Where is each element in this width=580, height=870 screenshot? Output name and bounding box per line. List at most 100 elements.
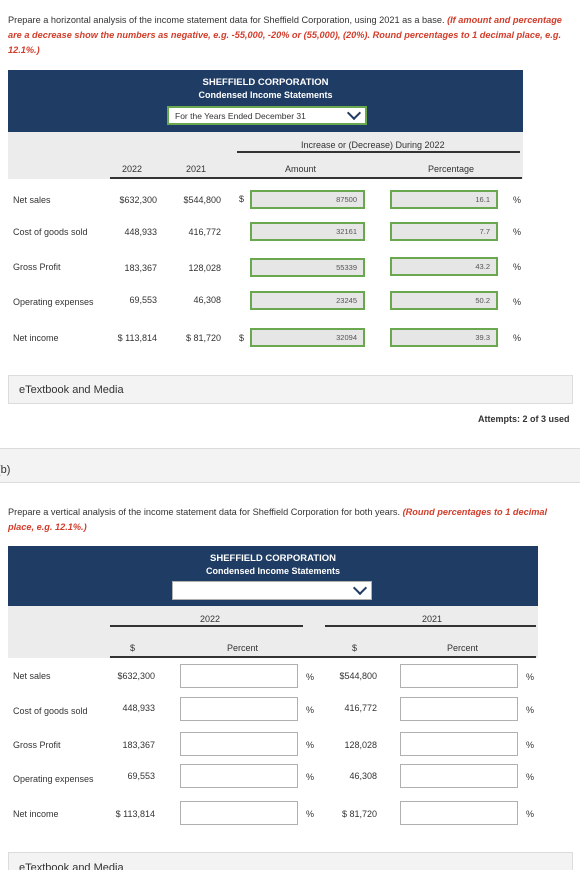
percent-sign: %	[526, 740, 535, 750]
col-2022-header: 2022	[122, 164, 143, 174]
percent-sign: %	[526, 772, 535, 782]
part-a-instructions: Prepare a horizontal analysis of the inc…	[8, 13, 568, 58]
percent-sign: %	[513, 262, 522, 272]
instruction-text: Prepare a vertical analysis of the incom…	[8, 507, 403, 517]
percentage-header: Percentage	[428, 164, 475, 174]
percent-2022-input[interactable]	[180, 801, 298, 825]
percentage-field[interactable]: 50.2	[390, 291, 498, 310]
value-2022: 69,553	[127, 771, 155, 781]
part-b-band	[0, 448, 580, 483]
company-title: SHEFFIELD CORPORATION	[202, 77, 329, 88]
col-2021-rule	[325, 625, 536, 627]
percent-2021-input[interactable]	[400, 801, 518, 825]
row-label: Cost of goods sold	[13, 227, 88, 237]
col-2022-rule	[110, 625, 303, 627]
percent-sign: %	[306, 809, 315, 819]
percent-2022-input[interactable]	[180, 664, 298, 688]
instruction-text: Prepare a horizontal analysis of the inc…	[8, 15, 448, 25]
percent-sign: %	[526, 672, 535, 682]
col-2021-header: 2021	[422, 614, 443, 624]
chevron-down-icon	[352, 580, 368, 596]
value-2022: 183,367	[124, 263, 157, 273]
percent-2021-input[interactable]	[400, 764, 518, 788]
percentage-field[interactable]: 39.3	[390, 328, 498, 347]
statement-banner: SHEFFIELD CORPORATION Condensed Income S…	[8, 70, 523, 132]
percent-2021-input[interactable]	[400, 732, 518, 756]
change-header: Increase or (Decrease) During 2022	[301, 140, 445, 150]
amount-field[interactable]: 87500	[250, 190, 365, 209]
dollar-sign: $	[239, 194, 245, 204]
value-2021: 416,772	[344, 703, 377, 713]
row-label: Net income	[13, 809, 59, 819]
percent-sign: %	[513, 195, 522, 205]
percent-2021-input[interactable]	[400, 697, 518, 721]
instruction-red-text: (If amount and percentage are a decrease…	[8, 15, 562, 55]
percent-sign: %	[513, 227, 522, 237]
col-2022-header: 2022	[200, 614, 221, 624]
value-2022: $632,300	[119, 195, 157, 205]
instruction-red-text: (Round percentages to 1 decimal place, e…	[8, 507, 548, 532]
period-select[interactable]	[172, 580, 372, 600]
amount-field[interactable]: 23245	[250, 291, 365, 310]
value-2022: 448,933	[124, 227, 157, 237]
value-2021: 46,308	[349, 771, 377, 781]
percent-2022-input[interactable]	[180, 697, 298, 721]
period-select[interactable]: For the Years Ended December 31	[167, 105, 367, 125]
part-b-instructions: Prepare a vertical analysis of the incom…	[8, 505, 568, 535]
attempts-counter: Attempts: 2 of 3 used	[478, 414, 570, 424]
chevron-down-icon	[346, 105, 362, 121]
value-2022: 448,933	[122, 703, 155, 713]
col-2021-header: 2021	[186, 164, 207, 174]
amount-header: Amount	[285, 164, 317, 174]
value-2021: $ 81,720	[185, 333, 221, 343]
value-2021: 128,028	[188, 263, 221, 273]
row-label: Net income	[13, 333, 59, 343]
percent-2021-input[interactable]	[400, 664, 518, 688]
change-header-rule	[237, 151, 520, 153]
columns-rule	[110, 656, 536, 658]
percent-sign: %	[526, 809, 535, 819]
value-2021: $544,800	[183, 195, 221, 205]
amount-field[interactable]: 55339	[250, 258, 365, 277]
percent-sign: %	[306, 705, 315, 715]
row-label: Gross Profit	[13, 740, 61, 750]
amount-field[interactable]: 32161	[250, 222, 365, 241]
value-2022: $ 113,814	[117, 333, 157, 343]
part-b-label: (b)	[0, 464, 11, 476]
columns-rule	[110, 177, 522, 179]
company-title: SHEFFIELD CORPORATION	[210, 553, 336, 564]
value-2021: 128,028	[344, 740, 377, 750]
percentage-field[interactable]: 43.2	[390, 257, 498, 276]
percent-sign: %	[306, 740, 315, 750]
statement-title: Condensed Income Statements	[205, 566, 341, 576]
percent-sign: %	[526, 705, 535, 715]
value-2021: 416,772	[188, 227, 221, 237]
row-label: Cost of goods sold	[13, 706, 88, 716]
value-2022: $632,300	[117, 671, 155, 681]
dollar-header-2022: $	[130, 643, 136, 653]
percent-sign: %	[306, 772, 315, 782]
percentage-field[interactable]: 16.1	[390, 190, 498, 209]
row-label: Net sales	[13, 671, 51, 681]
percent-sign: %	[306, 672, 315, 682]
percent-sign: %	[513, 333, 522, 343]
percentage-field[interactable]: 7.7	[390, 222, 498, 241]
row-label: Operating expenses	[13, 297, 94, 307]
percent-sign: %	[513, 297, 522, 307]
value-2021: 46,308	[193, 295, 221, 305]
value-2022: 183,367	[122, 740, 155, 750]
value-2022: 69,553	[129, 295, 157, 305]
header-band	[8, 606, 538, 658]
value-2021: $ 81,720	[341, 809, 377, 819]
amount-field[interactable]: 32094	[250, 328, 365, 347]
percent-2022-input[interactable]	[180, 764, 298, 788]
value-2022: $ 113,814	[115, 809, 155, 819]
row-label: Operating expenses	[13, 774, 94, 784]
etextbook-media-link[interactable]: eTextbook and Media	[8, 852, 573, 870]
percent-header-2021: Percent	[447, 643, 479, 653]
row-label: Gross Profit	[13, 262, 61, 272]
period-select-value: For the Years Ended December 31	[175, 110, 306, 121]
percent-2022-input[interactable]	[180, 732, 298, 756]
dollar-sign: $	[239, 333, 245, 343]
etextbook-media-link[interactable]: eTextbook and Media	[8, 375, 573, 404]
